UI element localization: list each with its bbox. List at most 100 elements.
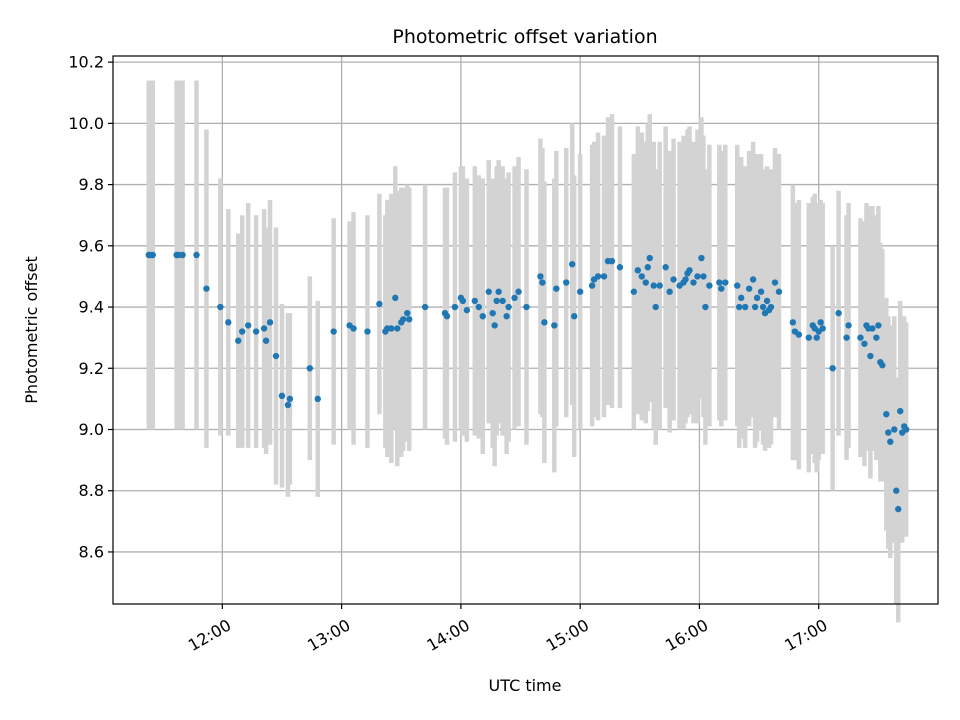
data-point xyxy=(682,276,689,283)
data-point xyxy=(897,407,904,415)
data-point xyxy=(511,294,518,302)
data-point xyxy=(716,279,723,286)
data-point xyxy=(634,267,642,274)
data-point xyxy=(700,273,707,280)
data-point xyxy=(745,285,753,292)
data-point xyxy=(286,395,294,403)
data-point xyxy=(686,267,693,274)
data-point xyxy=(388,325,395,332)
data-point xyxy=(608,257,616,265)
chart-title: Photometric offset variation xyxy=(392,26,657,48)
data-point xyxy=(895,505,902,513)
data-point xyxy=(260,325,268,332)
data-point xyxy=(857,334,864,341)
data-point xyxy=(503,313,510,320)
y-tick-label: 9.0 xyxy=(79,420,104,439)
data-point xyxy=(235,337,242,344)
data-point xyxy=(262,337,270,344)
y-tick-label: 10.2 xyxy=(68,53,104,72)
data-point xyxy=(551,322,558,329)
data-point xyxy=(642,279,649,286)
data-point xyxy=(652,303,659,311)
data-point xyxy=(553,285,560,292)
data-point xyxy=(459,297,467,305)
x-tick-label: 13:00 xyxy=(304,615,353,655)
data-point xyxy=(650,282,657,289)
data-point xyxy=(563,279,570,286)
x-tick-label: 17:00 xyxy=(781,615,830,655)
data-point xyxy=(902,426,910,433)
data-point xyxy=(638,273,645,280)
plot-frame xyxy=(112,55,939,605)
data-point xyxy=(193,251,200,259)
data-point xyxy=(499,297,506,305)
data-point xyxy=(887,438,894,445)
data-point xyxy=(400,316,407,323)
data-point xyxy=(867,352,874,360)
data-point xyxy=(646,254,653,262)
data-point xyxy=(662,264,669,271)
data-point xyxy=(576,288,584,295)
x-tick-label: 12:00 xyxy=(185,615,234,655)
data-point xyxy=(569,260,576,268)
data-point xyxy=(666,288,673,295)
data-point xyxy=(763,297,771,305)
data-point xyxy=(463,306,471,314)
data-point xyxy=(616,264,624,271)
data-point xyxy=(690,279,697,286)
data-point xyxy=(394,325,401,332)
data-point xyxy=(443,313,451,320)
data-point xyxy=(656,282,663,289)
data-point xyxy=(252,328,260,335)
data-point xyxy=(819,325,826,332)
data-point xyxy=(239,328,246,335)
data-point xyxy=(364,328,371,335)
data-point xyxy=(491,322,498,329)
data-point xyxy=(471,297,479,305)
data-point xyxy=(421,303,429,311)
data-point xyxy=(771,279,779,286)
data-point xyxy=(485,288,492,295)
data-point xyxy=(489,309,496,317)
data-point xyxy=(883,410,890,418)
data-point xyxy=(737,294,745,302)
data-point xyxy=(722,279,729,286)
data-point xyxy=(869,325,876,332)
y-tick-label: 9.6 xyxy=(79,236,104,255)
data-point xyxy=(736,303,743,311)
data-point xyxy=(600,273,608,280)
data-point xyxy=(404,309,411,317)
data-point xyxy=(244,322,252,329)
data-point xyxy=(588,282,596,289)
data-point xyxy=(179,251,186,259)
data-point xyxy=(149,251,156,259)
data-point xyxy=(843,334,850,341)
data-point xyxy=(706,282,713,289)
data-point xyxy=(873,334,880,341)
data-point xyxy=(753,294,761,302)
data-point xyxy=(217,303,224,311)
data-point xyxy=(284,401,292,409)
data-point xyxy=(392,294,399,302)
data-point xyxy=(775,288,783,295)
data-point xyxy=(845,322,852,329)
data-point xyxy=(670,276,677,283)
data-point xyxy=(805,334,812,341)
data-point xyxy=(541,319,548,326)
data-point xyxy=(539,279,546,286)
data-point xyxy=(330,328,337,335)
data-point xyxy=(571,313,578,320)
y-tick-label: 8.8 xyxy=(79,481,104,500)
data-point xyxy=(702,303,709,311)
y-tick-label: 9.2 xyxy=(79,359,104,378)
data-point xyxy=(537,273,544,280)
y-tick-label: 9.8 xyxy=(79,175,104,194)
data-point xyxy=(630,288,638,295)
data-point xyxy=(813,334,820,341)
data-point xyxy=(879,362,886,369)
data-point xyxy=(523,303,530,311)
data-point xyxy=(406,316,413,323)
y-tick-label: 10.0 xyxy=(68,114,104,133)
x-tick-label: 14:00 xyxy=(423,615,472,655)
